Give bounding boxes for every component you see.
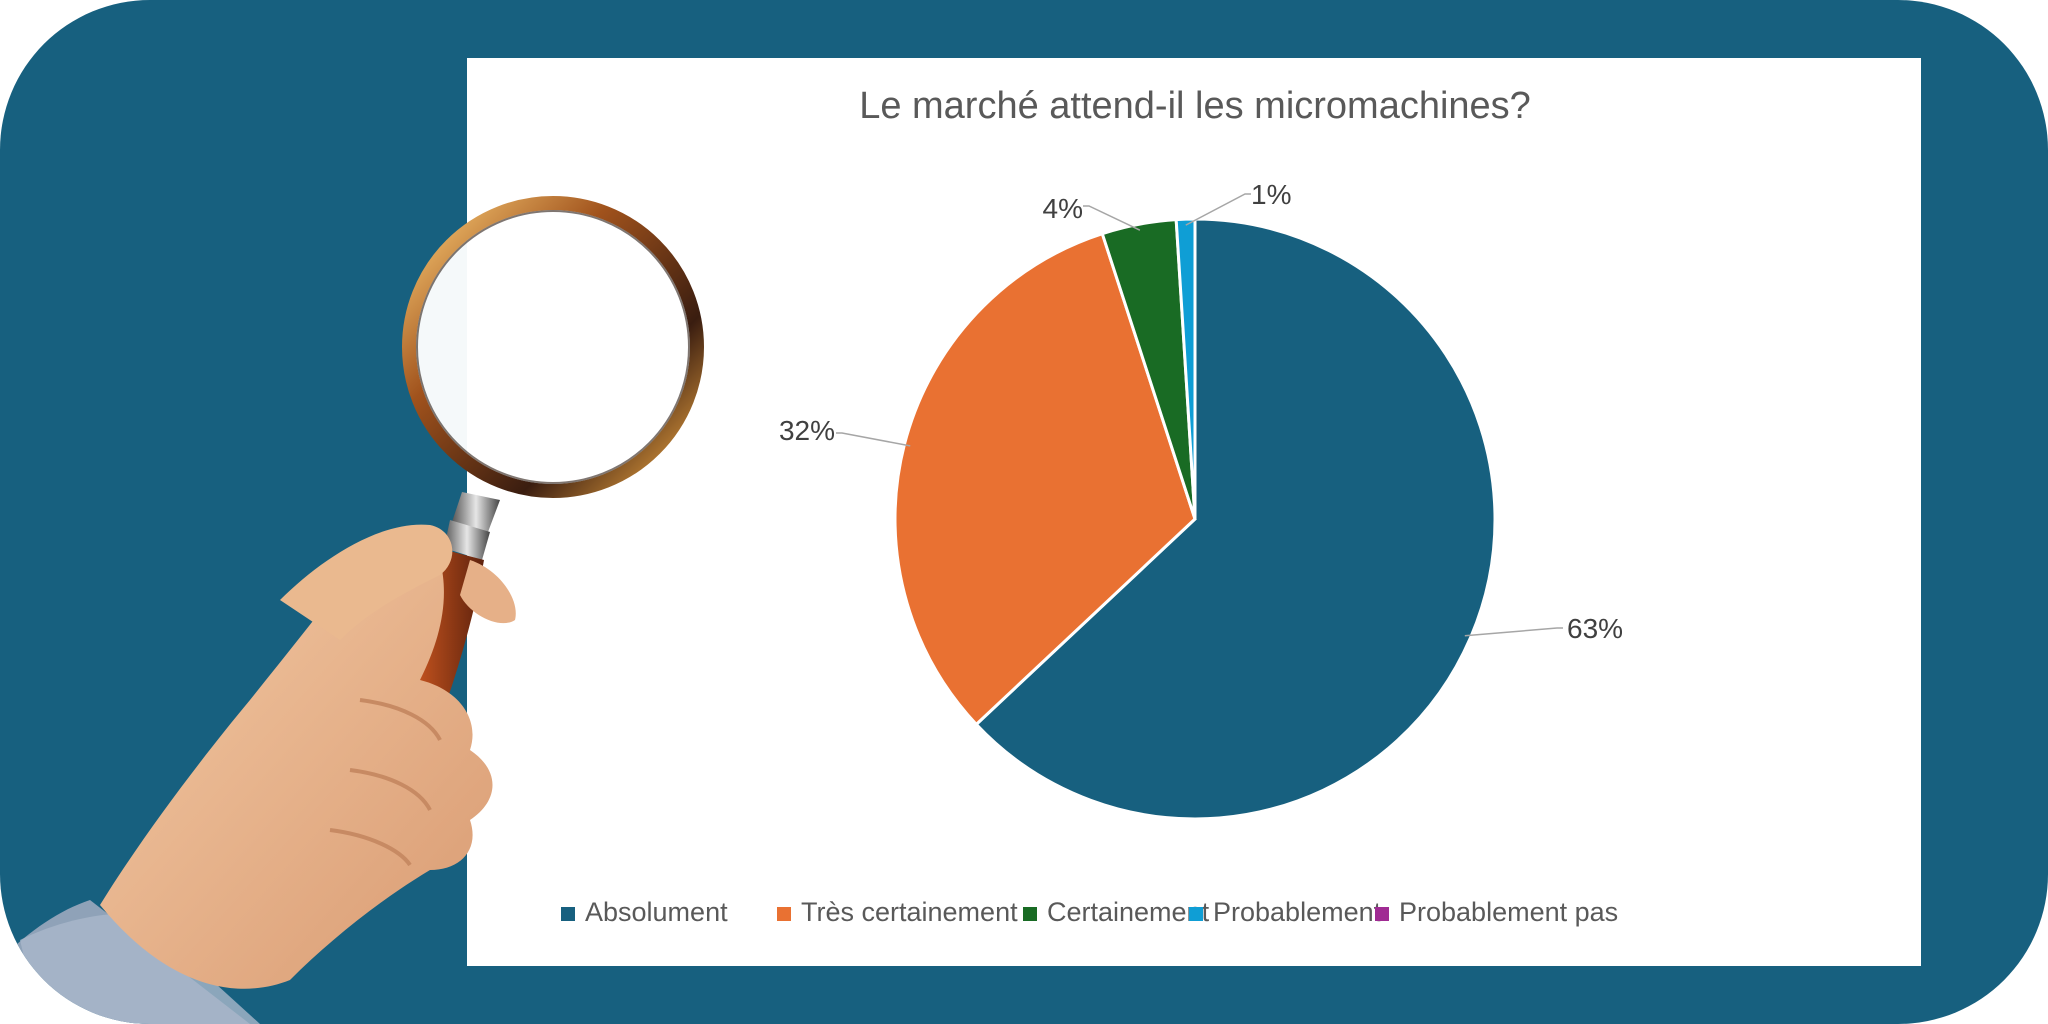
leader-line-certainement xyxy=(1083,205,1141,231)
data-label-tres-certainement: 32% xyxy=(779,415,835,446)
legend-label-probablement-pas: Probablement pas xyxy=(1399,897,1618,927)
pie-slices xyxy=(893,217,1497,821)
pie-slice-probablement xyxy=(1174,217,1197,520)
legend-label-probablement: Probablement xyxy=(1213,897,1382,927)
legend-swatch-certainement xyxy=(1023,907,1037,921)
pie-slice-absolument xyxy=(974,217,1497,821)
chart-title: Le marché attend-il les micromachines? xyxy=(859,85,1531,127)
legend-label-absolument: Absolument xyxy=(585,897,728,927)
legend-label-certainement: Certainement xyxy=(1047,897,1210,927)
leader-line-absolument xyxy=(1464,627,1563,637)
chart-legend: Absolument Très certainement Certainement P… xyxy=(561,897,1618,927)
legend-item-probablement-pas: Probablement pas xyxy=(1375,897,1618,927)
legend-item-absolument: Absolument xyxy=(561,897,728,927)
legend-swatch-probablement-pas xyxy=(1375,907,1389,921)
leader-line-tres-certainement xyxy=(836,432,911,447)
pie-chart: Le marché attend-il les micromachines? 6… xyxy=(561,85,1623,927)
data-label-certainement: 4% xyxy=(1043,193,1083,224)
legend-swatch-tres-certainement xyxy=(777,907,791,921)
leader-line-probablement xyxy=(1185,193,1251,226)
hand xyxy=(0,524,516,1024)
data-label-probablement: 1% xyxy=(1251,179,1291,210)
legend-swatch-probablement xyxy=(1189,907,1203,921)
legend-item-probablement: Probablement xyxy=(1189,897,1382,927)
pie-data-labels: 63% 32% 4% 1% xyxy=(779,179,1623,644)
legend-label-tres-certainement: Très certainement xyxy=(801,897,1018,927)
legend-swatch-absolument xyxy=(561,907,575,921)
legend-item-tres-certainement: Très certainement xyxy=(777,897,1018,927)
chart-panel: Le marché attend-il les micromachines? 6… xyxy=(467,58,1921,966)
legend-item-certainement: Certainement xyxy=(1023,897,1210,927)
data-label-absolument: 63% xyxy=(1567,613,1623,644)
